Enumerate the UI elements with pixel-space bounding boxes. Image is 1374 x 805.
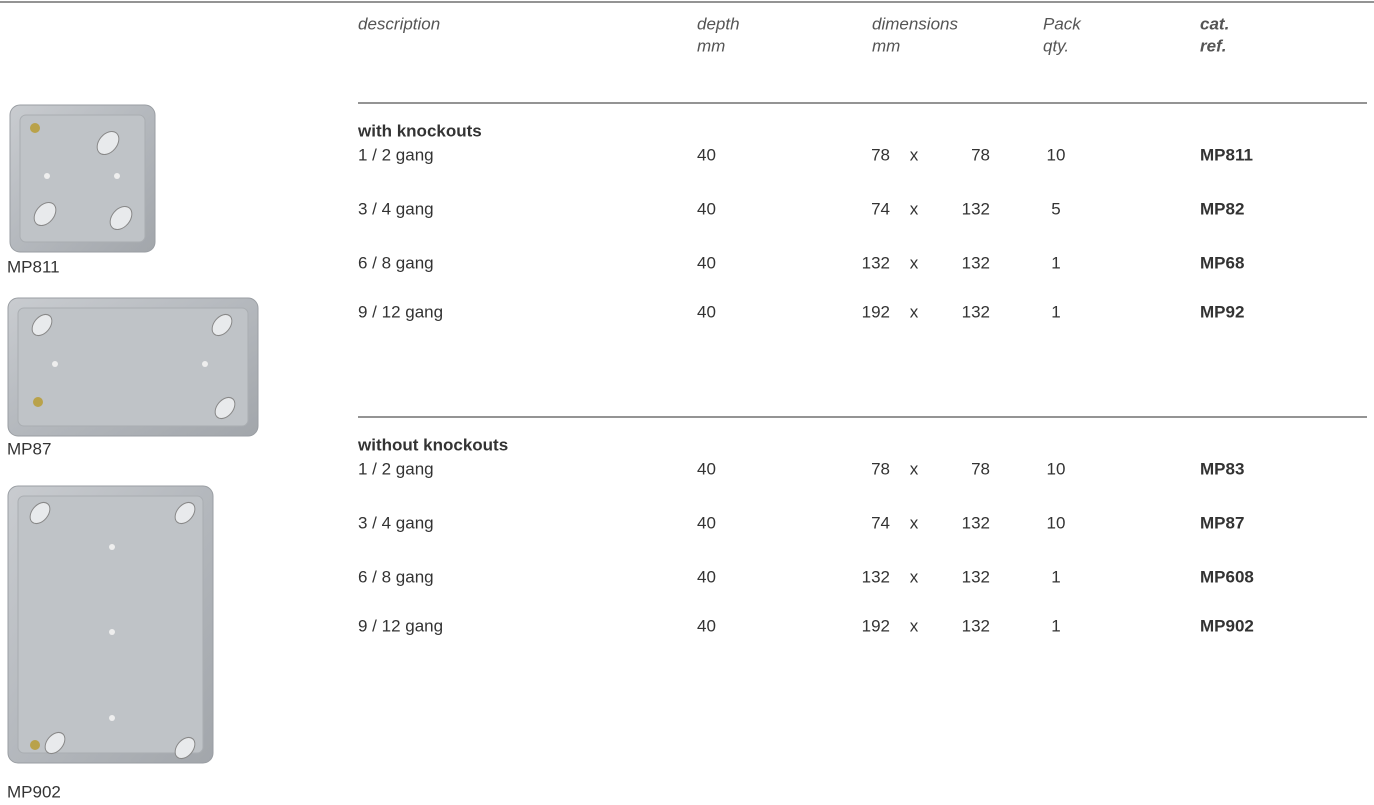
cat-ref: MP902: [1200, 616, 1254, 635]
column-header: mm: [697, 36, 725, 55]
pack-qty: 10: [1047, 459, 1066, 478]
depth: 40: [697, 513, 716, 532]
height: 132: [962, 253, 990, 272]
width: 74: [871, 199, 890, 218]
width: 132: [862, 253, 890, 272]
separator: x: [910, 567, 919, 586]
column-header: ref.: [1200, 36, 1226, 55]
separator: x: [910, 199, 919, 218]
description: 3 / 4 gang: [358, 199, 434, 218]
column-header: mm: [872, 36, 900, 55]
width: 74: [871, 513, 890, 532]
column-header: depth: [697, 14, 740, 33]
box-image: [9, 104, 156, 253]
box-image: [7, 485, 214, 764]
description: 1 / 2 gang: [358, 459, 434, 478]
cat-ref: MP608: [1200, 567, 1254, 586]
description: 3 / 4 gang: [358, 513, 434, 532]
pack-qty: 1: [1051, 567, 1060, 586]
cat-ref: MP83: [1200, 459, 1244, 478]
pack-qty: 10: [1047, 513, 1066, 532]
pack-qty: 5: [1051, 199, 1060, 218]
depth: 40: [697, 302, 716, 321]
column-header: dimensions: [872, 14, 958, 33]
separator: x: [910, 145, 919, 164]
description: 6 / 8 gang: [358, 253, 434, 272]
pack-qty: 10: [1047, 145, 1066, 164]
cat-ref: MP82: [1200, 199, 1244, 218]
depth: 40: [697, 145, 716, 164]
separator: x: [910, 302, 919, 321]
height: 132: [962, 302, 990, 321]
height: 132: [962, 616, 990, 635]
section-title: without knockouts: [357, 435, 508, 454]
separator: x: [910, 459, 919, 478]
cat-ref: MP68: [1200, 253, 1244, 272]
separator: x: [910, 616, 919, 635]
height: 78: [971, 459, 990, 478]
description: 1 / 2 gang: [358, 145, 434, 164]
width: 192: [862, 302, 890, 321]
height: 132: [962, 567, 990, 586]
column-header: qty.: [1043, 36, 1069, 55]
pack-qty: 1: [1051, 302, 1060, 321]
cat-ref: MP87: [1200, 513, 1244, 532]
width: 132: [862, 567, 890, 586]
width: 78: [871, 459, 890, 478]
cat-ref: MP92: [1200, 302, 1244, 321]
width: 78: [871, 145, 890, 164]
depth: 40: [697, 459, 716, 478]
pack-qty: 1: [1051, 253, 1060, 272]
height: 78: [971, 145, 990, 164]
height: 132: [962, 199, 990, 218]
description: 6 / 8 gang: [358, 567, 434, 586]
box-image: [7, 297, 259, 437]
depth: 40: [697, 199, 716, 218]
column-header: Pack: [1043, 14, 1082, 33]
separator: x: [910, 253, 919, 272]
image-label: MP811: [7, 257, 60, 276]
image-label: MP902: [7, 782, 61, 801]
depth: 40: [697, 567, 716, 586]
description: 9 / 12 gang: [358, 616, 443, 635]
cat-ref: MP811: [1200, 145, 1253, 164]
separator: x: [910, 513, 919, 532]
section-title: with knockouts: [357, 121, 482, 140]
depth: 40: [697, 253, 716, 272]
image-label: MP87: [7, 439, 51, 458]
depth: 40: [697, 616, 716, 635]
height: 132: [962, 513, 990, 532]
column-header: description: [358, 14, 440, 33]
description: 9 / 12 gang: [358, 302, 443, 321]
width: 192: [862, 616, 890, 635]
column-header: cat.: [1200, 14, 1229, 33]
pack-qty: 1: [1051, 616, 1060, 635]
